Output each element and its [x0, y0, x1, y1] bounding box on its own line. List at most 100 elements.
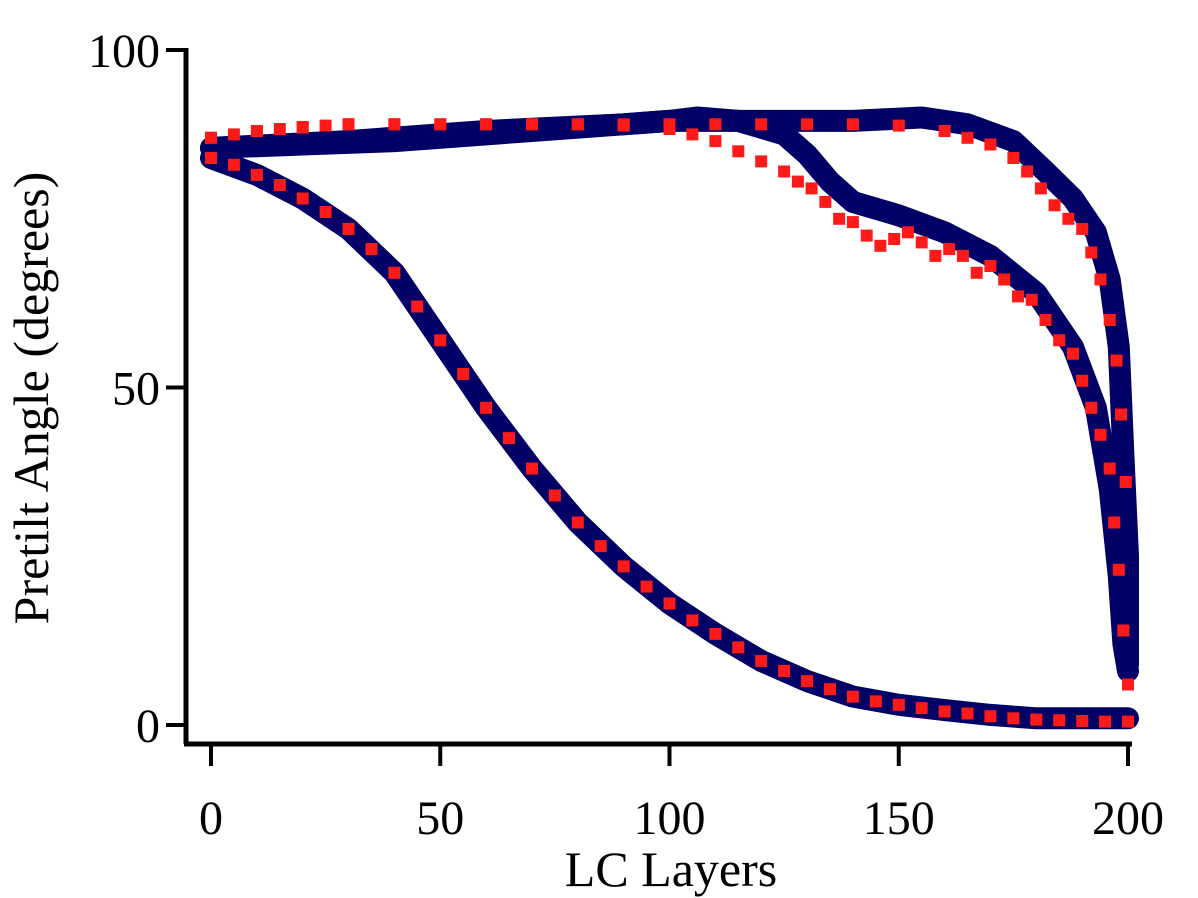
- series-3-line: [200, 106, 1139, 676]
- series-5-point: [1117, 624, 1130, 637]
- y-tick-label: 50: [112, 363, 160, 416]
- series-5-point: [709, 135, 722, 148]
- series-6-point: [1007, 152, 1020, 164]
- series-4-point: [961, 707, 974, 720]
- series-4-point: [227, 158, 240, 171]
- series-4-point: [686, 614, 699, 627]
- series-4-point: [434, 334, 447, 347]
- series-5-point: [888, 233, 901, 245]
- series-5-point: [874, 239, 887, 252]
- series-6-point: [571, 118, 584, 131]
- series-5-point: [915, 236, 928, 249]
- series-5-point: [970, 266, 983, 279]
- series-4-point: [342, 222, 355, 235]
- series-6-point: [1115, 408, 1128, 421]
- series-6-point: [801, 118, 814, 131]
- y-axis-title: Pretilt Angle (degrees): [3, 172, 59, 625]
- series-4-markers: [205, 152, 1134, 728]
- series-5-point: [833, 212, 846, 225]
- y-tick-label: 100: [88, 25, 160, 78]
- series-6-point: [342, 118, 355, 131]
- series-4-point: [296, 192, 309, 205]
- series-5-point: [819, 195, 832, 208]
- series-5-point: [791, 175, 804, 188]
- series-4-point: [869, 695, 882, 708]
- series-5-point: [860, 229, 873, 242]
- series-6-point: [1034, 182, 1047, 195]
- series-6-point: [1085, 246, 1098, 259]
- series-4-point: [1122, 715, 1134, 728]
- series-4-point: [503, 432, 515, 445]
- series-6-point: [755, 118, 768, 131]
- series-5-point: [846, 216, 859, 229]
- series-6-point: [526, 118, 538, 131]
- series-6-point: [938, 125, 951, 137]
- x-axis-title: LC Layers: [565, 841, 777, 897]
- series-6-point: [1021, 165, 1034, 178]
- x-tick-label: 100: [634, 792, 706, 845]
- series-4-point: [526, 462, 538, 475]
- series-6-point: [961, 131, 974, 144]
- series-5-point: [1085, 401, 1098, 414]
- series-4-point: [457, 368, 470, 380]
- x-tick-label: 150: [863, 792, 935, 845]
- series-5-point: [929, 249, 942, 262]
- series-6-point: [1048, 199, 1061, 212]
- series-5-point: [273, 123, 286, 135]
- series-4-point: [273, 179, 286, 191]
- series-4-point: [938, 705, 951, 718]
- series-4-point: [1076, 715, 1089, 727]
- series-6-markers: [205, 118, 1132, 488]
- series-4-point: [778, 665, 791, 677]
- series-5-point: [1039, 314, 1052, 326]
- series-4-point: [548, 489, 561, 502]
- series-4-point: [732, 641, 745, 654]
- series-4-point: [480, 401, 493, 414]
- series-4-point: [205, 152, 217, 164]
- series-4-point: [1030, 713, 1043, 726]
- series-6-point: [892, 119, 905, 132]
- series-6-point: [984, 138, 997, 151]
- series-5-point: [998, 273, 1011, 286]
- series-5-point: [1025, 293, 1038, 306]
- series-6-point: [434, 118, 447, 131]
- series-6-point: [1094, 273, 1107, 286]
- plot-area: [200, 106, 1139, 730]
- series-4-point: [319, 206, 332, 218]
- series-6-point: [663, 118, 676, 131]
- x-tick-label: 50: [416, 792, 464, 845]
- series-4-point: [571, 516, 584, 529]
- series-6-point: [709, 118, 722, 131]
- series-4-point: [617, 560, 630, 573]
- series-6-point: [388, 118, 401, 131]
- series-4-point: [388, 266, 401, 279]
- series-5-point: [805, 182, 818, 195]
- series-5-point: [1076, 374, 1089, 387]
- series-6-point: [1110, 354, 1123, 367]
- series-4-point: [411, 300, 424, 313]
- series-4-point: [846, 690, 859, 703]
- series-2-line: [200, 106, 1139, 682]
- series-1-line: [200, 147, 1139, 730]
- series-4-point: [365, 243, 378, 256]
- series-4-point: [250, 168, 263, 181]
- series-6-point: [250, 125, 263, 137]
- series-5-point: [1094, 428, 1107, 441]
- series-5-point: [1053, 334, 1066, 347]
- series-5-point: [984, 260, 997, 272]
- series-4-point: [984, 710, 997, 723]
- x-tick-label: 0: [199, 792, 223, 845]
- series-5-point: [1122, 678, 1134, 691]
- x-tick-label: 200: [1092, 792, 1164, 845]
- series-4-point: [915, 702, 928, 715]
- series-6-point: [1119, 476, 1132, 488]
- series-5-point: [732, 145, 745, 158]
- series-5-point: [227, 128, 240, 141]
- series-4-point: [1099, 715, 1112, 728]
- series-6-point: [1103, 314, 1116, 326]
- series-6-point: [617, 118, 630, 131]
- series-5-point: [943, 243, 956, 256]
- series-4-point: [1053, 714, 1066, 727]
- axes: [183, 48, 1132, 747]
